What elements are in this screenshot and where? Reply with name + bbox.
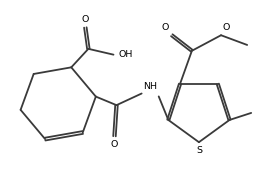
Text: NH: NH [143,82,157,91]
Text: O: O [82,15,89,24]
Text: O: O [161,23,169,33]
Text: O: O [111,140,118,149]
Text: S: S [196,146,202,155]
Text: OH: OH [119,50,133,59]
Text: O: O [222,23,230,33]
